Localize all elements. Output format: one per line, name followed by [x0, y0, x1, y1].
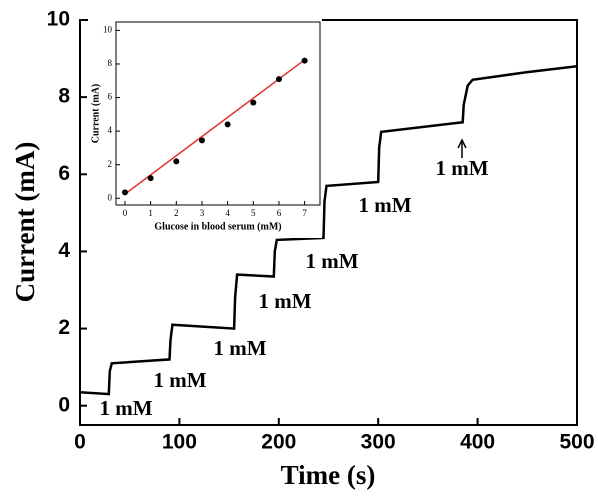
x-tick-label: 500: [559, 431, 594, 454]
annotation: 1 mM: [99, 396, 152, 420]
x-axis-title: Glucose in blood serum (mM): [154, 221, 281, 232]
inset-frame: [115, 21, 321, 206]
data-point: [301, 57, 308, 64]
x-tick-label: 300: [361, 431, 396, 454]
plot-frame: [79, 19, 578, 426]
data-point: [173, 158, 180, 165]
data-point: [198, 137, 205, 144]
current-trace: [79, 65, 578, 396]
x-tick-label: 3: [200, 208, 205, 218]
x-tick-label: 1: [148, 208, 153, 218]
x-tick-label: 2: [174, 208, 179, 218]
x-tick-label: 5: [251, 208, 256, 218]
annotation: 1 mM: [305, 249, 358, 273]
y-tick-label: 0: [58, 393, 70, 416]
y-tick-label: 4: [108, 125, 113, 135]
y-tick-label: 10: [47, 8, 70, 31]
x-tick-label: 0: [74, 431, 86, 454]
data-point: [250, 99, 257, 106]
x-tick-label: 0: [123, 208, 128, 218]
annotation: 1 mM: [435, 156, 488, 180]
annotation: 1 mM: [153, 368, 206, 392]
y-tick-label: 6: [58, 162, 70, 185]
annotation: 1 mM: [358, 193, 411, 217]
y-tick-label: 2: [108, 159, 113, 169]
inset-background: [88, 16, 322, 238]
data-point: [121, 189, 128, 196]
y-axis-title: Current (mA): [90, 84, 101, 144]
y-tick-label: 8: [108, 58, 113, 68]
y-tick-label: 8: [58, 85, 70, 108]
x-tick-label: 7: [302, 208, 307, 218]
data-point: [147, 175, 154, 182]
x-tick-label: 200: [261, 431, 296, 454]
annotation: 1 mM: [213, 336, 266, 360]
x-tick-label: 4: [225, 208, 230, 218]
x-tick-label: 100: [162, 431, 197, 454]
y-tick-label: 6: [108, 92, 113, 102]
y-tick-label: 2: [58, 316, 70, 339]
data-point: [224, 121, 231, 128]
y-tick-label: 4: [58, 239, 70, 262]
data-point: [275, 76, 282, 83]
y-tick-label: 10: [103, 24, 113, 34]
x-tick-label: 400: [460, 431, 495, 454]
annotation: 1 mM: [258, 289, 311, 313]
y-axis-title: Current (mA): [10, 142, 40, 303]
arrow: [457, 138, 467, 158]
fit-line: [124, 59, 306, 195]
y-tick-label: 0: [108, 192, 113, 202]
x-tick-label: 6: [277, 208, 282, 218]
x-axis-title: Time (s): [281, 460, 376, 490]
